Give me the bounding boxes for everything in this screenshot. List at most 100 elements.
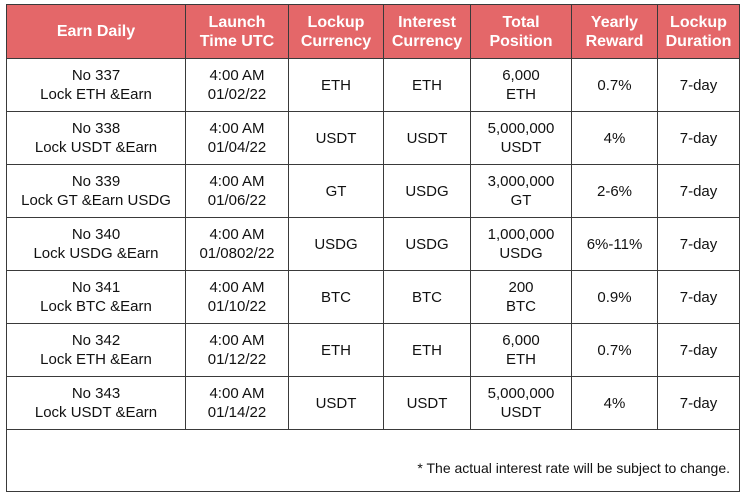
column-header-line: Lockup [307, 13, 365, 31]
product-name: Lock ETH &Earn [40, 86, 152, 103]
position-amount: 3,000,000 [487, 173, 555, 190]
position-amount: 200 [508, 279, 534, 296]
product-cell: No 337 Lock ETH &Earn [6, 58, 186, 112]
product-number: No 341 [71, 279, 121, 296]
total-position-cell: 5,000,000 USDT [470, 111, 572, 165]
position-amount: 5,000,000 [487, 385, 555, 402]
column-header-lockup-duration: Lockup Duration [657, 4, 740, 59]
yearly-reward-cell: 4% [571, 376, 658, 430]
column-header-line: Launch [208, 13, 266, 31]
launch-time: 4:00 AM [209, 120, 265, 137]
product-name: Lock BTC &Earn [40, 298, 152, 315]
position-currency: USDT [500, 139, 542, 156]
interest-currency: BTC [412, 288, 442, 306]
lockup-currency: GT [325, 182, 347, 200]
position-amount: 1,000,000 [487, 226, 555, 243]
table-body: No 337 Lock ETH &Earn 4:00 AM 01/02/22 ETH ET… [6, 58, 740, 430]
lockup-currency-cell: USDT [288, 376, 384, 430]
position-currency: ETH [506, 86, 536, 103]
lockup-currency-cell: ETH [288, 58, 384, 112]
earn-products-table-container: Earn Daily Launch Time UTC Lockup Curren… [6, 4, 740, 492]
footnote: * The actual interest rate will be subje… [6, 429, 740, 492]
table-header: Earn Daily Launch Time UTC Lockup Curren… [6, 4, 740, 59]
interest-currency: USDG [405, 235, 449, 253]
lockup-duration: 7-day [679, 182, 718, 200]
launch-time-cell: 4:00 AM 01/0802/22 [185, 217, 289, 271]
product-number: No 342 [71, 332, 121, 349]
lockup-duration: 7-day [679, 394, 718, 412]
launch-time: 4:00 AM [209, 279, 265, 296]
interest-currency: USDG [405, 182, 449, 200]
lockup-currency-cell: BTC [288, 270, 384, 324]
launch-time-cell: 4:00 AM 01/14/22 [185, 376, 289, 430]
lockup-duration-cell: 7-day [657, 111, 740, 165]
product-name: Lock USDT &Earn [34, 139, 158, 156]
lockup-currency: USDT [315, 394, 357, 412]
table-row: No 343 Lock USDT &Earn 4:00 AM 01/14/22 USDT… [6, 376, 740, 430]
column-header-line: Interest [398, 13, 456, 31]
launch-time-cell: 4:00 AM 01/10/22 [185, 270, 289, 324]
column-header-interest-currency: Interest Currency [383, 4, 471, 59]
lockup-currency-cell: ETH [288, 323, 384, 377]
launch-time: 4:00 AM [209, 332, 265, 349]
lockup-duration-cell: 7-day [657, 164, 740, 218]
lockup-currency: USDT [315, 129, 357, 147]
lockup-currency: USDG [314, 235, 358, 253]
column-header-total-position: Total Position [470, 4, 572, 59]
column-header-line: Duration [665, 32, 732, 50]
column-header-line: Yearly [590, 13, 639, 31]
lockup-currency: ETH [321, 76, 351, 94]
yearly-reward: 0.9% [597, 288, 632, 306]
product-cell: No 343 Lock USDT &Earn [6, 376, 186, 430]
product-number: No 340 [71, 226, 121, 243]
launch-time-cell: 4:00 AM 01/12/22 [185, 323, 289, 377]
column-header-line: Total [502, 13, 540, 31]
launch-time: 4:00 AM [209, 226, 265, 243]
yearly-reward-cell: 4% [571, 111, 658, 165]
interest-currency-cell: USDT [383, 111, 471, 165]
product-number: No 337 [71, 67, 121, 84]
column-header-earn-daily: Earn Daily [6, 4, 186, 59]
table-row: No 338 Lock USDT &Earn 4:00 AM 01/04/22 USDT… [6, 111, 740, 165]
product-cell: No 341 Lock BTC &Earn [6, 270, 186, 324]
column-header-launch-time: Launch Time UTC [185, 4, 289, 59]
position-currency: USDT [500, 404, 542, 421]
interest-currency-cell: USDG [383, 164, 471, 218]
product-name: Lock USDT &Earn [34, 404, 158, 421]
position-amount: 5,000,000 [487, 120, 555, 137]
launch-time: 4:00 AM [209, 173, 265, 190]
yearly-reward: 0.7% [597, 76, 632, 94]
total-position-cell: 3,000,000 GT [470, 164, 572, 218]
position-amount: 6,000 [502, 332, 540, 349]
total-position-cell: 6,000 ETH [470, 323, 572, 377]
column-header-line: Reward [585, 32, 644, 50]
launch-date: 01/14/22 [207, 404, 267, 421]
launch-date: 01/02/22 [207, 86, 267, 103]
yearly-reward: 4% [603, 129, 626, 147]
lockup-duration: 7-day [679, 76, 718, 94]
lockup-duration-cell: 7-day [657, 323, 740, 377]
table-row: No 341 Lock BTC &Earn 4:00 AM 01/10/22 BTC BT… [6, 270, 740, 324]
launch-time-cell: 4:00 AM 01/04/22 [185, 111, 289, 165]
interest-currency-cell: ETH [383, 58, 471, 112]
product-cell: No 342 Lock ETH &Earn [6, 323, 186, 377]
position-currency: BTC [506, 298, 536, 315]
lockup-duration: 7-day [679, 129, 718, 147]
column-header-line: Currency [391, 32, 463, 50]
launch-date: 01/04/22 [207, 139, 267, 156]
yearly-reward: 6%-11% [586, 235, 643, 253]
yearly-reward: 4% [603, 394, 626, 412]
column-header-lockup-currency: Lockup Currency [288, 4, 384, 59]
product-name: Lock USDG &Earn [33, 245, 159, 262]
lockup-currency: ETH [321, 341, 351, 359]
yearly-reward-cell: 0.9% [571, 270, 658, 324]
yearly-reward: 0.7% [597, 341, 632, 359]
total-position-cell: 5,000,000 USDT [470, 376, 572, 430]
yearly-reward-cell: 6%-11% [571, 217, 658, 271]
launch-time-cell: 4:00 AM 01/06/22 [185, 164, 289, 218]
product-cell: No 338 Lock USDT &Earn [6, 111, 186, 165]
lockup-duration: 7-day [679, 235, 718, 253]
product-name: Lock GT &Earn USDG [21, 192, 171, 209]
lockup-currency: BTC [321, 288, 351, 306]
total-position-cell: 6,000 ETH [470, 58, 572, 112]
